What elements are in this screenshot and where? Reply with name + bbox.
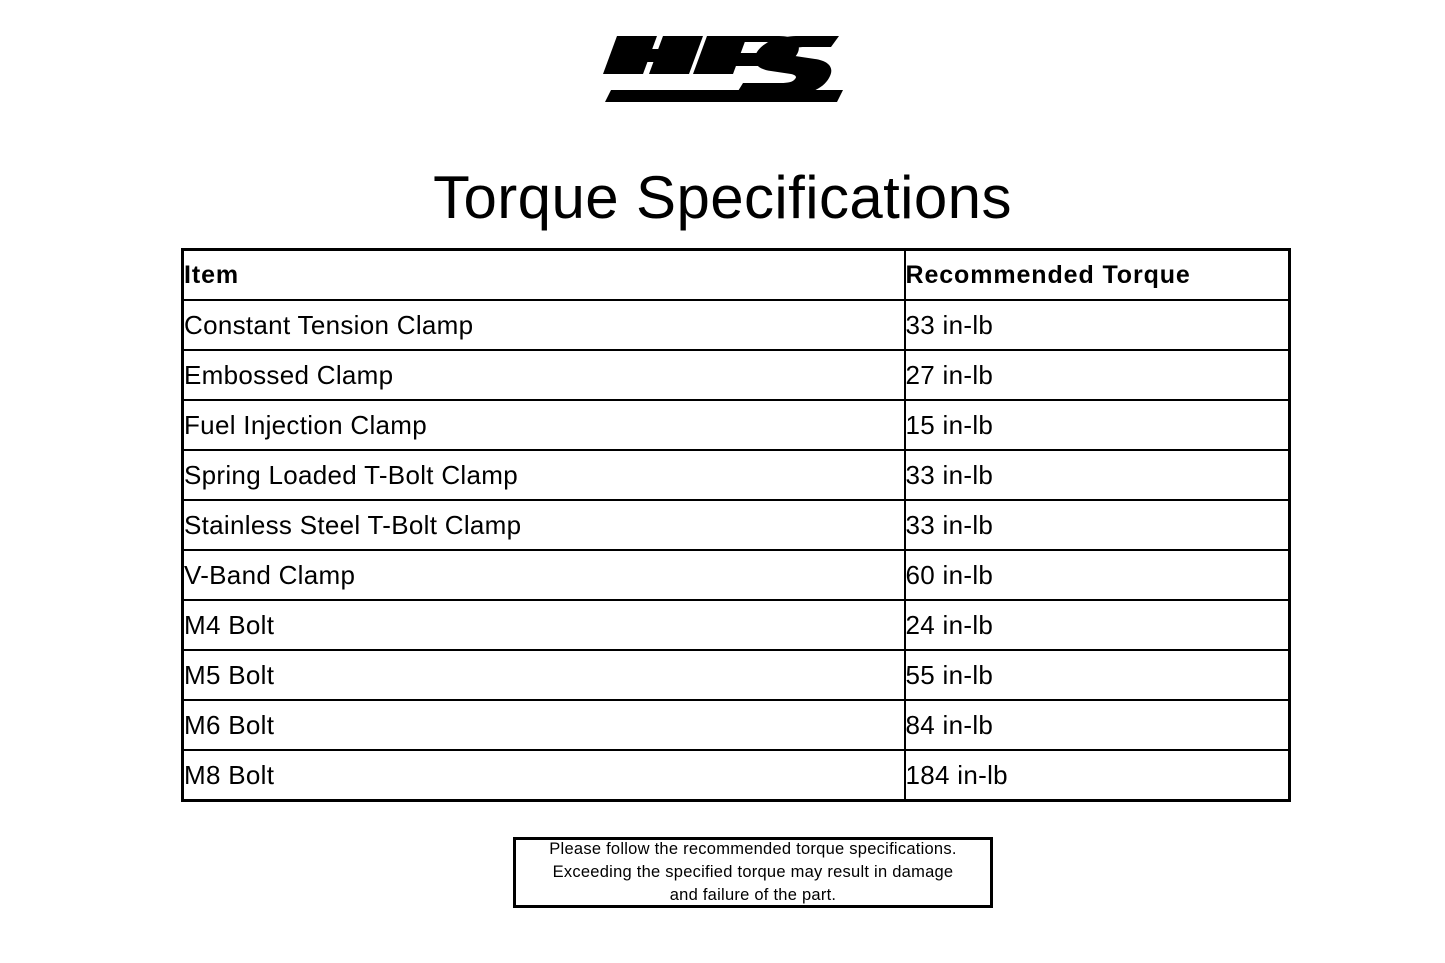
- cell-torque: 60 in-lb: [903, 549, 1291, 601]
- cell-item: Stainless Steel T-Bolt Clamp: [181, 499, 906, 551]
- cell-item: M6 Bolt: [181, 699, 906, 751]
- note-line: Please follow the recommended torque spe…: [549, 840, 957, 858]
- table-header: Item Recommended Torque: [181, 248, 1291, 301]
- note-line: Exceeding the specified torque may resul…: [552, 863, 954, 881]
- cell-torque: 24 in-lb: [903, 599, 1291, 651]
- cell-item: Embossed Clamp: [181, 349, 906, 401]
- table-row: Fuel Injection Clamp 15 in-lb: [181, 399, 1291, 451]
- cell-torque: 33 in-lb: [903, 499, 1291, 551]
- cell-item: M8 Bolt: [181, 749, 906, 802]
- cell-torque: 15 in-lb: [903, 399, 1291, 451]
- table-header-row: Item Recommended Torque: [181, 248, 1291, 301]
- cell-item: M4 Bolt: [181, 599, 906, 651]
- cell-torque: 184 in-lb: [903, 749, 1291, 802]
- cell-item: Fuel Injection Clamp: [181, 399, 906, 451]
- table-row: M8 Bolt 184 in-lb: [181, 749, 1291, 802]
- cell-torque: 33 in-lb: [903, 449, 1291, 501]
- cell-item: Spring Loaded T-Bolt Clamp: [181, 449, 906, 501]
- table-row: V-Band Clamp 60 in-lb: [181, 549, 1291, 601]
- table-row: Constant Tension Clamp 33 in-lb: [181, 299, 1291, 351]
- page-title: Torque Specifications: [433, 164, 1012, 232]
- cell-torque: 27 in-lb: [903, 349, 1291, 401]
- hps-logo-icon: [602, 36, 843, 102]
- table-body: Constant Tension Clamp 33 in-lb Embossed…: [181, 299, 1291, 802]
- warning-note-box: Please follow the recommended torque spe…: [513, 837, 993, 908]
- brand-logo: [0, 32, 1445, 112]
- cell-item: Constant Tension Clamp: [181, 299, 906, 351]
- table-row: Spring Loaded T-Bolt Clamp 33 in-lb: [181, 449, 1291, 501]
- note-line: and failure of the part.: [669, 886, 837, 904]
- cell-item: M5 Bolt: [181, 649, 906, 701]
- table-row: M6 Bolt 84 in-lb: [181, 699, 1291, 751]
- cell-torque: 55 in-lb: [903, 649, 1291, 701]
- table-row: M5 Bolt 55 in-lb: [181, 649, 1291, 701]
- cell-torque: 33 in-lb: [903, 299, 1291, 351]
- column-header-item: Item: [181, 248, 906, 301]
- table-row: Stainless Steel T-Bolt Clamp 33 in-lb: [181, 499, 1291, 551]
- torque-specifications-table: Item Recommended Torque Constant Tension…: [181, 248, 1291, 802]
- table-row: M4 Bolt 24 in-lb: [181, 599, 1291, 651]
- cell-torque: 84 in-lb: [903, 699, 1291, 751]
- cell-item: V-Band Clamp: [181, 549, 906, 601]
- column-header-torque: Recommended Torque: [903, 248, 1291, 301]
- table-row: Embossed Clamp 27 in-lb: [181, 349, 1291, 401]
